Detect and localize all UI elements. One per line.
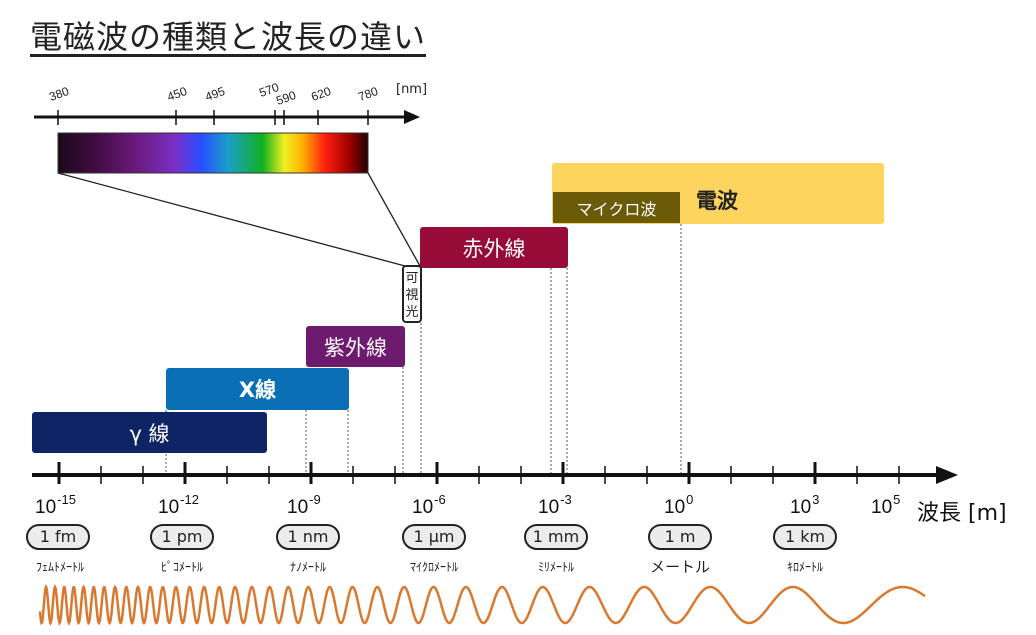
unit-name: ﾌｪﾑﾄﾒｰﾄﾙ xyxy=(35,560,84,574)
unit-name: メートル xyxy=(649,558,710,576)
unit-name: ﾐﾘﾒｰﾄﾙ xyxy=(537,560,574,574)
zoom-line-left xyxy=(57,172,406,267)
ultraviolet-band: 紫外線 xyxy=(306,326,405,367)
axis-tick-label: 10-12 xyxy=(158,492,199,518)
dotted-guides xyxy=(165,224,682,475)
axis-tick-label: 10-6 xyxy=(412,492,446,518)
unit-name: ｷﾛﾒｰﾄﾙ xyxy=(786,560,823,574)
infrared-label: 赤外線 xyxy=(462,236,526,261)
visible-spectrum-bar xyxy=(57,132,369,174)
xray-band: X線 xyxy=(166,368,349,410)
page-title: 電磁波の種類と波長の違い xyxy=(30,18,427,56)
visible-light-box: 可 視 光 xyxy=(402,265,422,323)
axis-tick-label: 103 xyxy=(790,492,820,518)
gamma-band: γ 線 xyxy=(32,412,267,453)
nm-ticks xyxy=(57,110,369,125)
nm-scale-arrowhead xyxy=(404,110,420,124)
unit-name: ﾏｲｸﾛﾒｰﾄﾙ xyxy=(409,560,458,574)
microwave-band: マイクロ波 xyxy=(553,192,680,223)
axis-tick-label: 10-3 xyxy=(538,492,572,518)
nm-unit: [nm] xyxy=(396,82,428,97)
infrared-band: 赤外線 xyxy=(420,227,568,268)
axis-tick-label: 10-9 xyxy=(287,492,321,518)
visible-char: 光 xyxy=(405,305,419,320)
visible-char: 可 xyxy=(405,271,419,286)
unit-name: ﾅﾉﾒｰﾄﾙ xyxy=(289,560,326,574)
unit-pill: 1 µm xyxy=(402,524,466,550)
wave-illustration xyxy=(38,583,926,627)
radio-label: 電波 xyxy=(696,189,738,213)
unit-pill: 1 mm xyxy=(524,524,588,550)
axis-tick-label: 10-15 xyxy=(35,492,76,518)
ultraviolet-label: 紫外線 xyxy=(324,335,387,360)
visible-char: 視 xyxy=(405,288,419,303)
microwave-label: マイクロ波 xyxy=(576,199,657,219)
wavelength-axis-arrowhead xyxy=(936,466,958,484)
axis-label: 波長 [m] xyxy=(917,501,1007,526)
unit-pill: 1 pm xyxy=(150,524,214,550)
gamma-label: γ 線 xyxy=(129,421,170,446)
axis-ticks xyxy=(57,462,900,484)
zoom-line-right xyxy=(367,172,421,267)
unit-pill: 1 km xyxy=(773,524,837,550)
unit-pill: 1 nm xyxy=(276,524,340,550)
xray-label: X線 xyxy=(238,378,277,402)
unit-name: ﾋﾟｺﾒｰﾄﾙ xyxy=(160,560,203,574)
axis-tick-label: 100 xyxy=(664,492,694,518)
unit-pill: 1 fm xyxy=(26,524,90,550)
unit-pill: 1 m xyxy=(648,524,712,550)
axis-tick-label: 105 xyxy=(871,492,901,518)
